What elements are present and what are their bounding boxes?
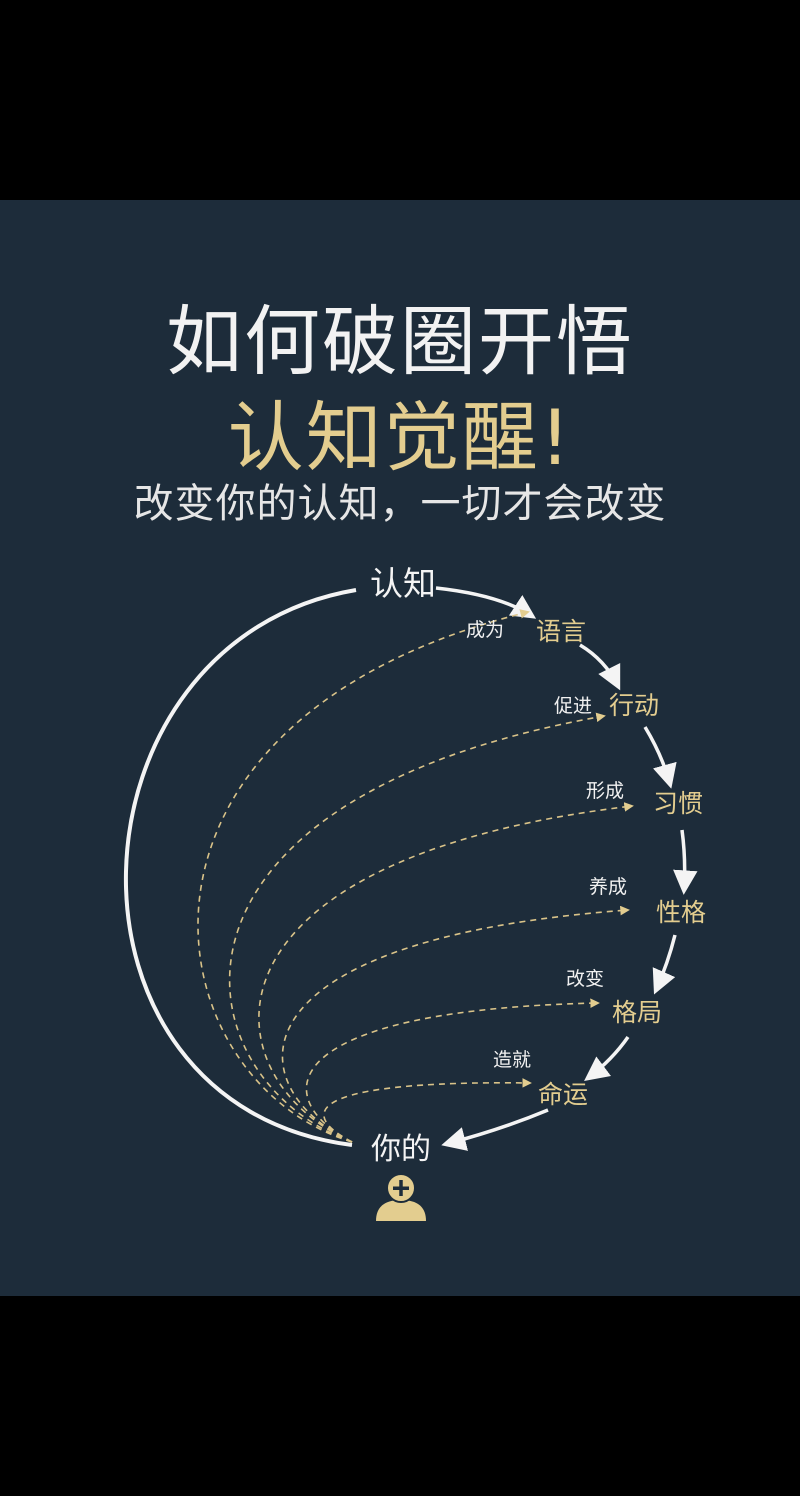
arrow-destiny-to-you [441, 1108, 549, 1151]
arrow-action-to-habit [643, 726, 677, 789]
dashed-arc-action [228, 712, 606, 1143]
arrow-pattern-to-destiny [584, 1036, 630, 1081]
dashed-arc-language [197, 609, 530, 1143]
node-destiny: 命运 [538, 1080, 588, 1109]
outer-arc [123, 588, 357, 1147]
verb-achieve: 造就 [493, 1049, 531, 1071]
verb-become: 成为 [466, 619, 504, 641]
node-pattern: 格局 [612, 998, 662, 1027]
node-character: 性格 [656, 898, 706, 927]
node-language: 语言 [536, 617, 586, 646]
verb-cultivate: 养成 [589, 876, 627, 898]
node-you: 你的 [371, 1132, 431, 1167]
letterbox-top [0, 0, 800, 200]
cognition-cycle-diagram: 认知 语言 行动 习惯 性格 格局 命运 你的 成为 促进 形成 养成 改变 造… [123, 564, 706, 1221]
dashed-arc-character [281, 905, 630, 1143]
accent-title: 认知觉醒! [227, 393, 573, 482]
arrow-language-to-action [579, 643, 621, 691]
verb-promote: 促进 [554, 695, 592, 717]
person-plus-icon [376, 1173, 426, 1221]
verb-form: 形成 [586, 780, 624, 802]
node-action: 行动 [609, 691, 659, 720]
arrow-character-to-pattern [652, 934, 677, 995]
arrow-habit-to-character [673, 829, 698, 895]
subtitle: 改变你的认知，一切才会改变 [133, 481, 667, 527]
dashed-arc-habit [258, 802, 634, 1143]
dashed-arc-destiny [323, 1078, 532, 1143]
page-title: 如何破圈开悟 [166, 297, 634, 386]
dashed-arc-pattern [305, 998, 600, 1143]
letterbox-bottom [0, 1296, 800, 1496]
poster-panel: 如何破圈开悟 认知觉醒! 改变你的认知，一切才会改变 [0, 200, 800, 1296]
arrow-cognition-to-language [435, 586, 537, 619]
verb-change: 改变 [566, 968, 604, 990]
node-habit: 习惯 [653, 789, 703, 818]
node-cognition: 认知 [370, 564, 436, 603]
